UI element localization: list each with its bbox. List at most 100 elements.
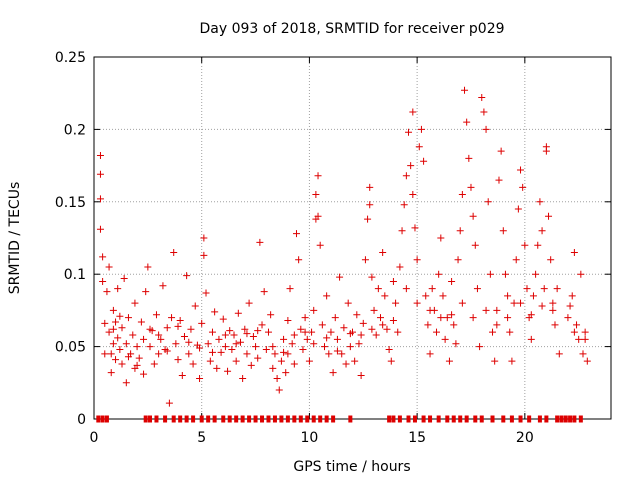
zero-value-marker bbox=[184, 415, 189, 423]
data-point bbox=[387, 357, 395, 365]
data-point bbox=[517, 166, 525, 174]
data-point bbox=[514, 205, 522, 213]
data-point bbox=[402, 172, 410, 180]
data-point bbox=[534, 241, 542, 249]
zero-value-marker bbox=[100, 415, 105, 423]
data-point bbox=[489, 328, 497, 336]
data-point bbox=[109, 325, 117, 333]
data-point bbox=[566, 302, 574, 310]
data-point bbox=[191, 302, 199, 310]
data-point bbox=[116, 312, 124, 320]
data-point bbox=[527, 335, 535, 343]
data-point bbox=[570, 248, 578, 256]
data-point bbox=[549, 299, 557, 307]
gridlines bbox=[94, 57, 611, 419]
data-point bbox=[422, 292, 430, 300]
data-point bbox=[394, 328, 402, 336]
data-point bbox=[482, 306, 490, 314]
zero-value-marker bbox=[563, 415, 568, 423]
data-point bbox=[120, 275, 128, 283]
data-point bbox=[284, 317, 292, 325]
zero-value-marker bbox=[537, 415, 542, 423]
data-points bbox=[96, 86, 591, 407]
zero-value-marker bbox=[445, 415, 450, 423]
data-point bbox=[480, 108, 488, 116]
data-point bbox=[445, 357, 453, 365]
zero-value-marker bbox=[473, 415, 478, 423]
data-point bbox=[99, 253, 107, 261]
data-point bbox=[471, 241, 479, 249]
data-point bbox=[155, 350, 163, 358]
data-point bbox=[323, 334, 331, 342]
y-tick-label: 0 bbox=[77, 412, 86, 428]
data-point bbox=[581, 328, 589, 336]
data-point bbox=[409, 191, 417, 199]
zero-value-marker bbox=[458, 415, 463, 423]
y-tick-label: 0.15 bbox=[55, 195, 86, 211]
x-tick-label: 5 bbox=[197, 430, 206, 446]
data-point bbox=[357, 372, 365, 380]
data-point bbox=[142, 288, 150, 296]
data-point bbox=[547, 256, 555, 264]
data-point bbox=[344, 299, 352, 307]
data-point bbox=[170, 248, 178, 256]
data-point bbox=[105, 263, 113, 271]
data-point bbox=[107, 350, 115, 358]
data-point bbox=[277, 357, 285, 365]
data-point bbox=[529, 292, 537, 300]
data-point bbox=[476, 343, 484, 351]
data-point bbox=[140, 335, 148, 343]
zero-value-marker bbox=[397, 415, 402, 423]
data-point bbox=[254, 327, 262, 335]
zero-markers bbox=[96, 415, 583, 423]
data-point bbox=[228, 345, 236, 353]
data-point bbox=[368, 325, 376, 333]
data-point bbox=[174, 322, 182, 330]
zero-value-marker bbox=[509, 415, 514, 423]
data-point bbox=[327, 328, 335, 336]
data-point bbox=[118, 360, 126, 368]
zero-value-marker bbox=[163, 415, 168, 423]
data-point bbox=[200, 234, 208, 242]
data-point bbox=[400, 201, 408, 209]
data-point bbox=[96, 195, 104, 203]
data-point bbox=[103, 288, 111, 296]
data-point bbox=[301, 314, 309, 322]
zero-value-marker bbox=[318, 415, 323, 423]
data-point bbox=[122, 379, 130, 387]
data-point bbox=[174, 356, 182, 364]
data-point bbox=[461, 86, 469, 94]
data-point bbox=[215, 335, 223, 343]
zero-value-marker bbox=[154, 415, 159, 423]
data-point bbox=[426, 306, 434, 314]
zero-value-marker bbox=[490, 415, 495, 423]
data-point bbox=[568, 292, 576, 300]
zero-value-marker bbox=[285, 415, 290, 423]
zero-value-marker bbox=[391, 415, 396, 423]
data-point bbox=[581, 335, 589, 343]
data-point bbox=[150, 360, 158, 368]
y-tick-label: 0.2 bbox=[64, 122, 86, 138]
data-point bbox=[338, 350, 346, 358]
data-point bbox=[333, 347, 341, 355]
data-point bbox=[226, 327, 234, 335]
data-point bbox=[196, 374, 204, 382]
zero-value-marker bbox=[143, 415, 148, 423]
data-point bbox=[172, 340, 180, 348]
data-point bbox=[252, 343, 260, 351]
data-point bbox=[497, 147, 505, 155]
data-point bbox=[437, 234, 445, 242]
data-point bbox=[458, 191, 466, 199]
zero-value-marker bbox=[311, 415, 316, 423]
data-point bbox=[540, 285, 548, 293]
zero-value-marker bbox=[171, 415, 176, 423]
data-point bbox=[280, 335, 288, 343]
data-point bbox=[329, 369, 337, 377]
data-point bbox=[385, 345, 393, 353]
data-point bbox=[256, 238, 264, 246]
data-point bbox=[198, 319, 206, 327]
zero-value-marker bbox=[206, 415, 211, 423]
zero-value-marker bbox=[178, 415, 183, 423]
data-point bbox=[137, 318, 145, 326]
data-point bbox=[140, 370, 148, 378]
